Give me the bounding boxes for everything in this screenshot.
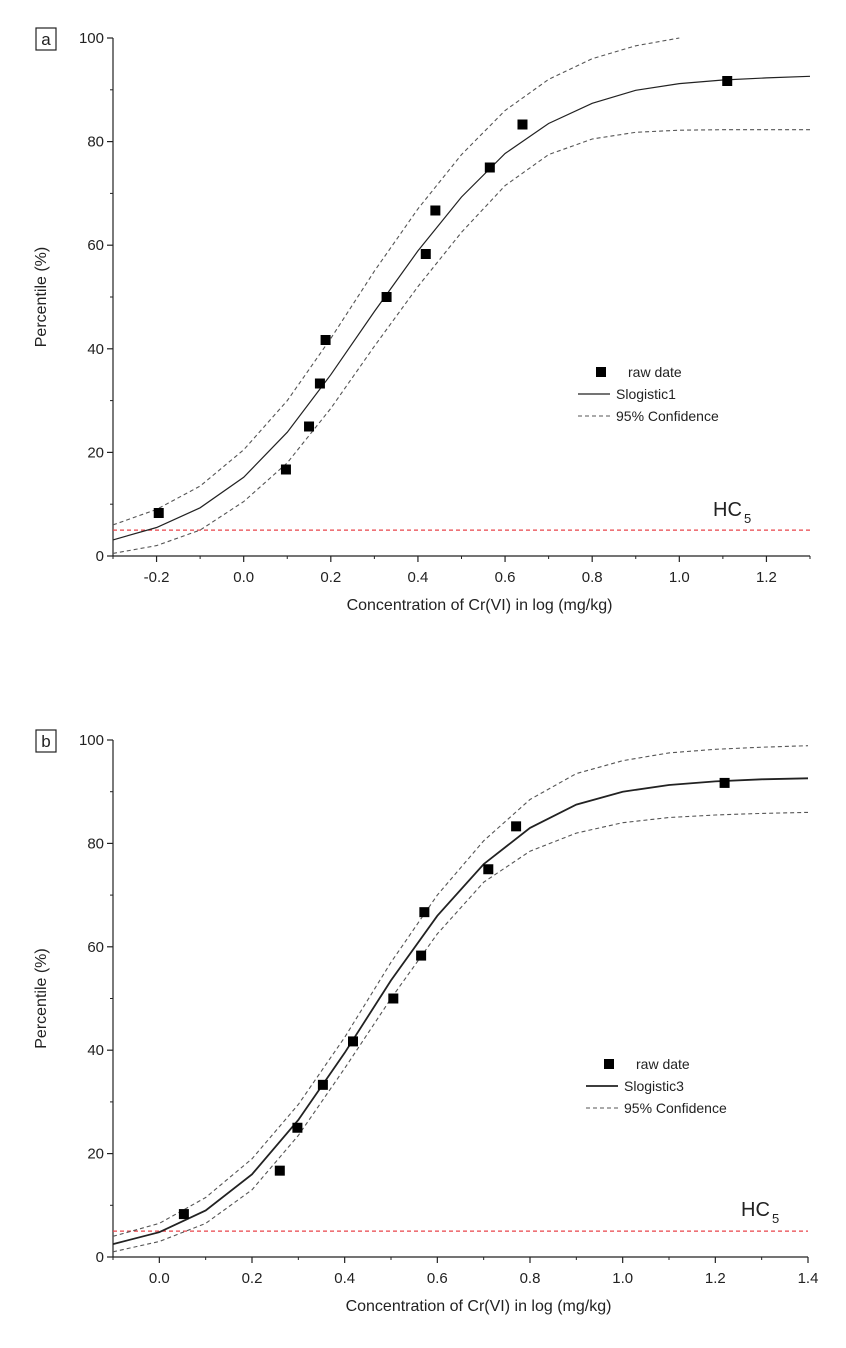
legend-label-confidence: 95% Confidence (616, 408, 719, 424)
raw-data-point (430, 205, 441, 216)
x-tick-label: 0.8 (520, 1270, 541, 1287)
raw-data-point (511, 821, 522, 832)
x-tick-label: 1.0 (669, 569, 690, 586)
raw-data-point (153, 508, 164, 519)
x-tick-label: 0.6 (427, 1270, 448, 1287)
x-tick-label: 0.2 (242, 1270, 263, 1287)
y-tick-label: 40 (87, 1042, 104, 1059)
raw-data-point (348, 1036, 359, 1047)
fit-line (112, 777, 809, 1245)
raw-data-point (381, 292, 392, 302)
legend-label-confidence: 95% Confidence (624, 1100, 727, 1116)
x-tick-label: 0.6 (495, 569, 516, 586)
x-tick-label: 0.0 (233, 569, 254, 586)
confidence-lower-line (112, 129, 810, 554)
y-tick-label: 80 (87, 835, 104, 852)
y-tick-label: 100 (79, 732, 104, 749)
y-tick-label: 20 (87, 1146, 104, 1163)
x-tick-label: 0.2 (320, 569, 341, 586)
confidence-lower-line (112, 811, 809, 1253)
x-axis-title: Concentration of Cr(VI) in log (mg/kg) (346, 1298, 612, 1315)
legend-marker-raw (604, 1059, 614, 1069)
raw-data-point (320, 334, 331, 345)
legend-label-fit: Slogistic1 (616, 386, 676, 402)
x-tick-label: 0.0 (149, 1270, 170, 1287)
raw-data-point (722, 75, 733, 86)
hc5-subscript: 5 (744, 511, 751, 526)
x-tick-label: 1.0 (612, 1270, 633, 1287)
hc5-label: HC (741, 1199, 770, 1221)
y-tick-label: 0 (96, 548, 104, 565)
y-tick-label: 0 (96, 1249, 104, 1266)
y-tick-label: 80 (87, 134, 104, 151)
panel-label-box (35, 729, 57, 753)
legend-label-fit: Slogistic3 (624, 1078, 684, 1094)
fit-line (112, 75, 811, 541)
raw-data-point (292, 1122, 303, 1133)
x-tick-label: 0.4 (334, 1270, 355, 1287)
x-axis-title: Concentration of Cr(VI) in log (mg/kg) (347, 597, 613, 614)
confidence-upper-line (112, 37, 680, 526)
raw-data-point (719, 777, 730, 788)
y-axis-title: Percentile (%) (33, 247, 50, 347)
panel-label: a (41, 30, 51, 49)
raw-data-point (420, 249, 431, 260)
raw-data-point (274, 1165, 285, 1176)
y-tick-label: 20 (87, 444, 104, 461)
legend-label-raw: raw date (636, 1056, 690, 1072)
panel-label: b (41, 732, 50, 751)
y-tick-label: 60 (87, 939, 104, 956)
raw-data-point (416, 950, 427, 961)
y-tick-label: 60 (87, 237, 104, 254)
legend-label-raw: raw date (628, 364, 682, 380)
raw-data-point (484, 162, 495, 173)
x-tick-label: 1.2 (756, 569, 777, 586)
x-tick-label: 0.8 (582, 569, 603, 586)
raw-data-point (317, 1079, 328, 1090)
chart-panel-b: 0 20 40 60 80 100 0.0 0.2 0.4 0.6 0.8 1.0 1.2 1.4 Conc… (33, 729, 819, 1315)
x-tick-label: 1.4 (798, 1270, 819, 1287)
raw-data-point (314, 378, 325, 389)
raw-data-point (483, 864, 494, 875)
raw-data-point (280, 464, 291, 475)
hc5-label: HC (713, 499, 742, 521)
panel-label-box (35, 27, 57, 51)
chart-panel-a: 0 20 40 60 80 100 -0.2 0.0 0.2 0.4 0.6 0.8 1.0 1.2 Con… (33, 27, 811, 614)
hc5-subscript: 5 (772, 1211, 779, 1226)
raw-data-point (419, 907, 430, 918)
x-tick-label: -0.2 (144, 569, 170, 586)
x-tick-label: 0.4 (408, 569, 429, 586)
y-tick-label: 100 (79, 30, 104, 47)
x-tick-label: 1.2 (705, 1270, 726, 1287)
confidence-upper-line (112, 745, 809, 1237)
raw-data-point (517, 119, 528, 130)
y-axis-title: Percentile (%) (33, 948, 50, 1048)
raw-data-point (388, 993, 399, 1004)
y-tick-label: 40 (87, 341, 104, 358)
legend-marker-raw (596, 367, 606, 377)
raw-data-point (178, 1209, 189, 1220)
raw-data-point (304, 421, 315, 432)
